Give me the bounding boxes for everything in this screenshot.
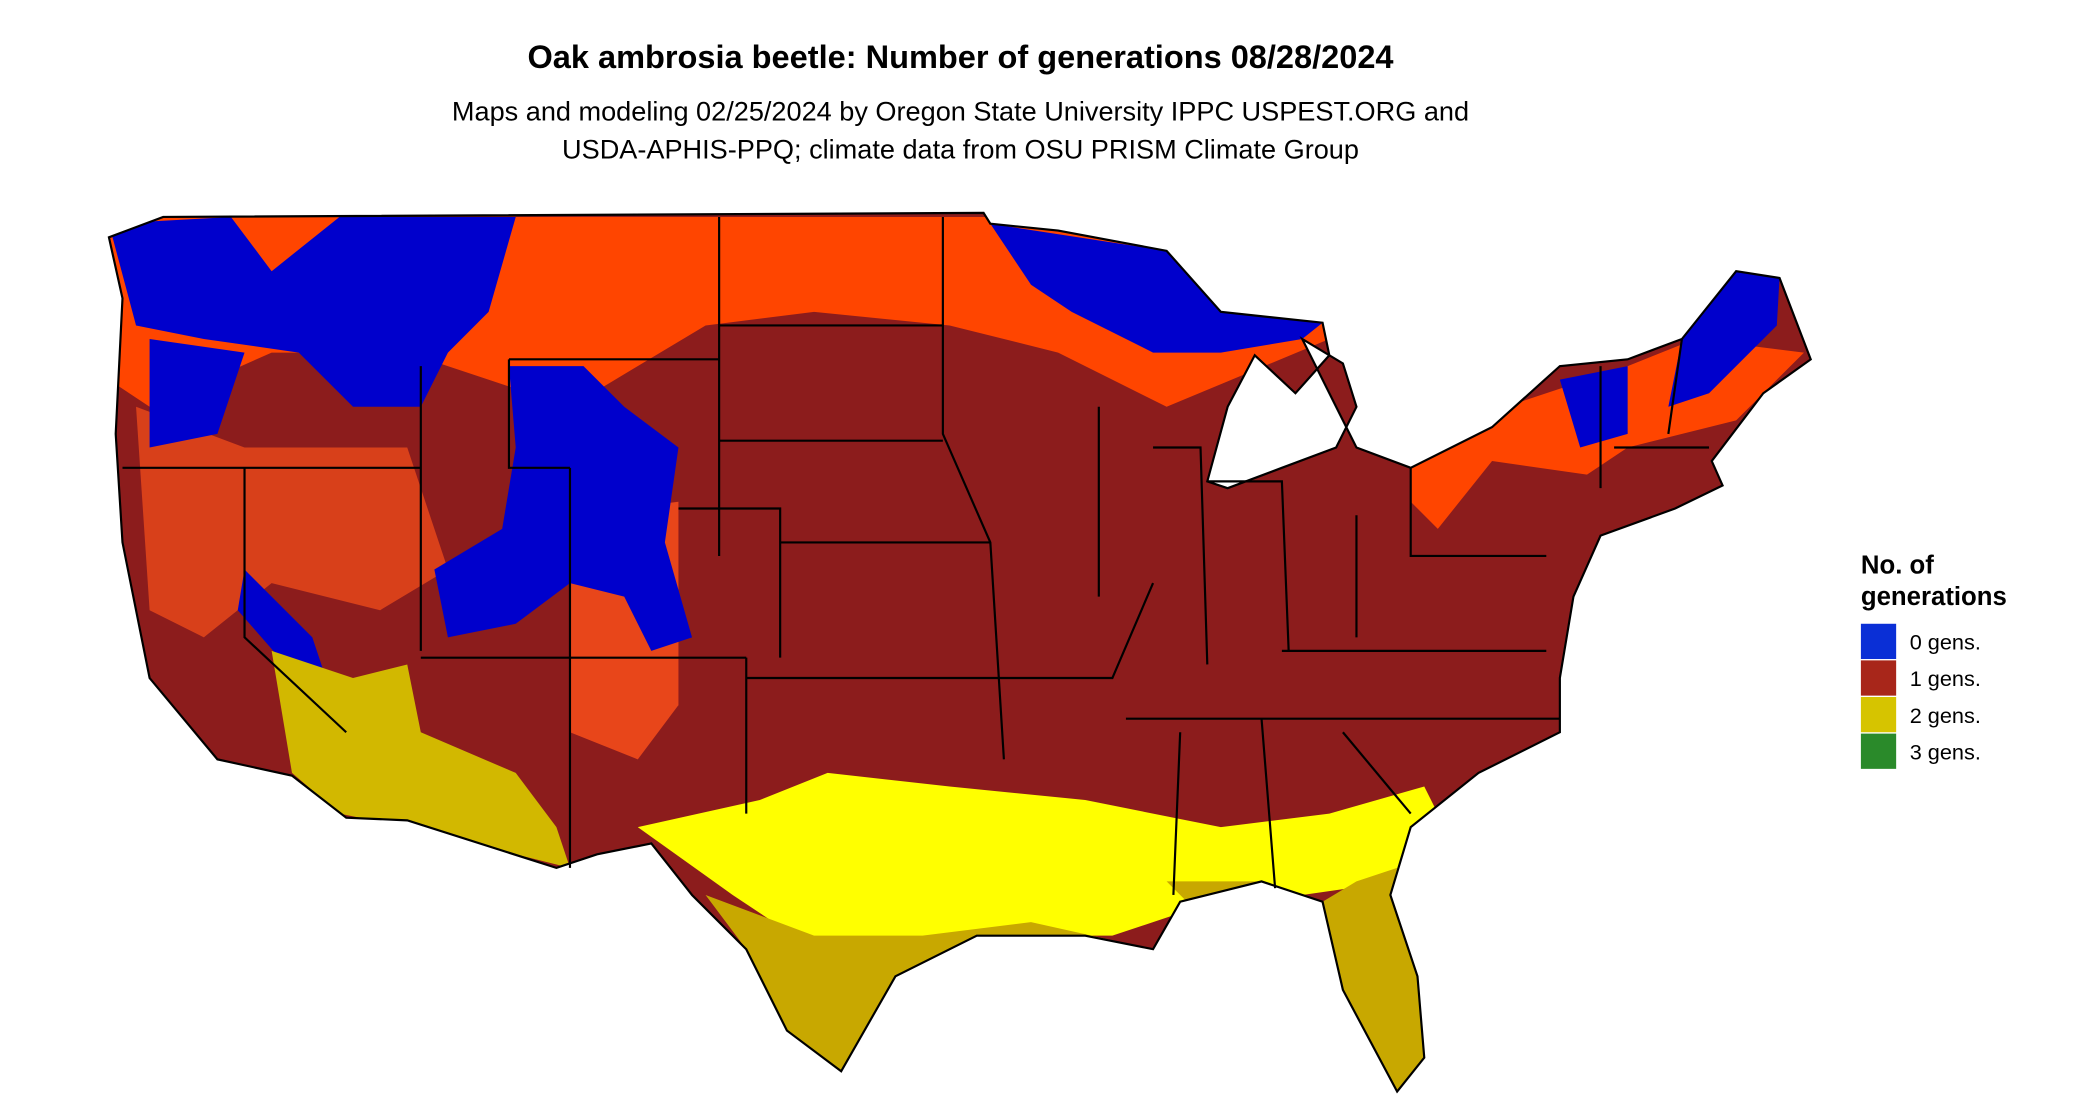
legend-swatch [1860, 696, 1897, 733]
legend-label: 1 gens. [1910, 666, 1981, 691]
legend-swatch [1860, 623, 1897, 660]
legend-label: 3 gens. [1910, 739, 1981, 764]
legend-label: 0 gens. [1910, 630, 1981, 655]
legend-label: 2 gens. [1910, 703, 1981, 728]
title: Oak ambrosia beetle: Number of generatio… [527, 39, 1393, 75]
subtitle-line: USDA-APHIS-PPQ; climate data from OSU PR… [562, 134, 1359, 165]
us-map [107, 211, 1812, 1093]
subtitle-line: Maps and modeling 02/25/2024 by Oregon S… [452, 96, 1469, 127]
legend-swatch [1860, 733, 1897, 769]
legend-title: No. of [1861, 552, 1934, 580]
legend-title: generations [1861, 583, 2007, 611]
legend-swatch [1860, 660, 1897, 696]
legend: No. of generations 0 gens. 1 gens. 2 gens.… [1860, 552, 2007, 769]
